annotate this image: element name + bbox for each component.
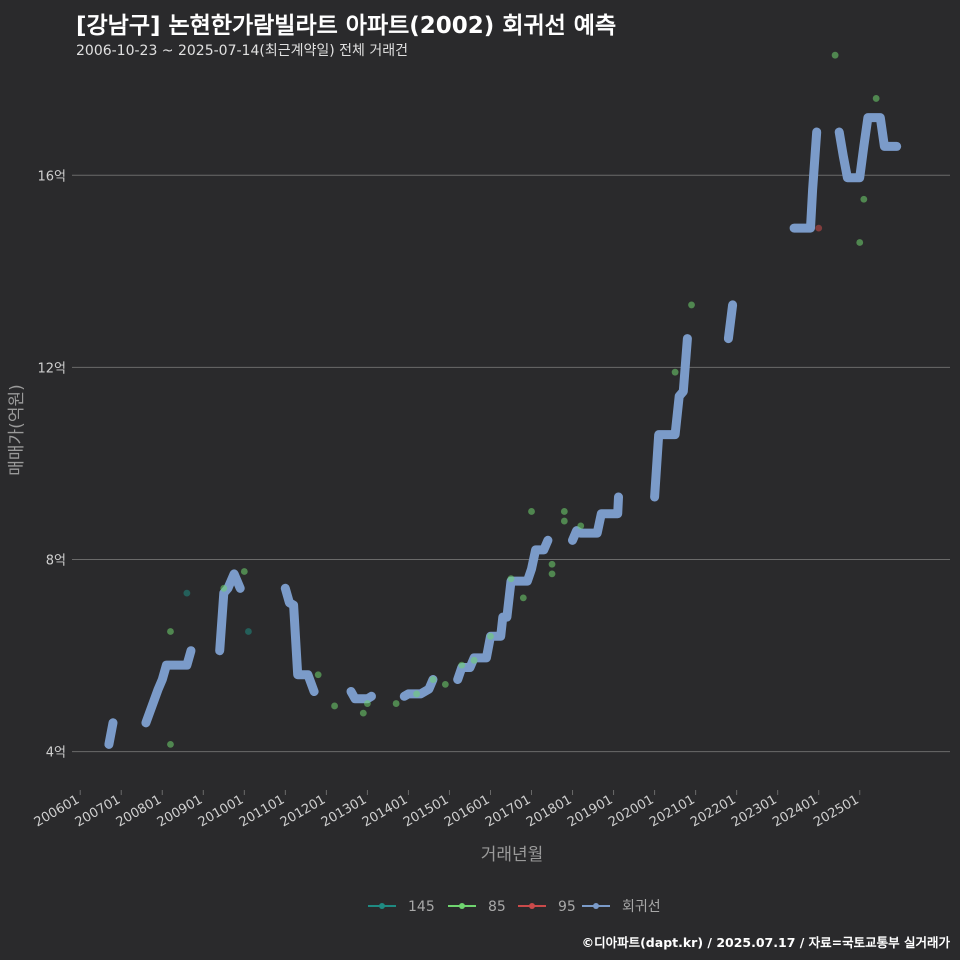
data-point-85 xyxy=(487,632,494,640)
regression-line xyxy=(215,569,245,656)
data-point-85 xyxy=(872,95,880,102)
legend: 145 85 95 회귀선 xyxy=(368,899,661,915)
regression-line xyxy=(141,646,196,728)
x-tick-label: 200901 xyxy=(155,792,205,830)
data-point-85 xyxy=(560,517,568,525)
legend-key-dot xyxy=(593,903,599,909)
legend-label: 85 xyxy=(488,899,506,915)
data-point-85 xyxy=(577,522,585,530)
x-axis-ticks: 2006012007012008012009012010012011012012… xyxy=(32,790,862,830)
legend-key-dot xyxy=(529,903,535,909)
x-tick-label: 202001 xyxy=(606,792,656,830)
data-point-85 xyxy=(671,368,679,376)
x-tick-label: 202201 xyxy=(688,792,738,830)
data-point-85 xyxy=(314,671,322,679)
regression-line xyxy=(399,675,438,701)
y-axis-ticks: 4억 8억 12억 16억 xyxy=(37,169,66,760)
gridlines xyxy=(72,174,950,753)
data-point-85 xyxy=(413,690,421,698)
data-point-85 xyxy=(364,700,371,707)
x-tick-label: 200601 xyxy=(32,792,82,830)
regression-line xyxy=(789,127,822,233)
x-axis-label: 거래년월 xyxy=(481,845,544,865)
x-tick-label: 201901 xyxy=(565,792,615,830)
y-tick-label: 12억 xyxy=(37,361,66,376)
regression-line xyxy=(104,718,118,749)
legend-label: 95 xyxy=(558,899,576,915)
regression-line xyxy=(723,300,738,344)
x-tick-label: 200801 xyxy=(114,792,164,830)
regression-line xyxy=(346,687,376,704)
data-point-85 xyxy=(528,508,535,515)
data-point-85 xyxy=(167,628,174,635)
data-point-85 xyxy=(240,568,248,575)
x-tick-label: 201801 xyxy=(524,792,574,830)
chart-subtitle: 2006-10-23 ~ 2025-07-14(최근계약일) 전체 거래건 xyxy=(76,43,408,59)
regression-line xyxy=(834,113,902,183)
data-point-85 xyxy=(429,676,437,683)
data-point-85 xyxy=(441,680,449,688)
data-point-85 xyxy=(860,195,868,203)
credit-text: ©디아파트(dapt.kr) / 2025.07.17 / 자료=국토교통부 실… xyxy=(581,935,950,950)
data-point-85 xyxy=(688,301,695,309)
regression-line xyxy=(650,334,692,502)
x-tick-label: 202501 xyxy=(811,792,861,830)
y-tick-label: 16억 xyxy=(37,169,66,184)
x-tick-label: 201101 xyxy=(237,792,287,830)
data-point-85 xyxy=(331,702,338,710)
x-tick-label: 202401 xyxy=(770,792,820,830)
x-tick-label: 201201 xyxy=(278,792,328,830)
data-point-85 xyxy=(548,570,556,578)
data-point-85 xyxy=(548,560,556,568)
x-tick-label: 201401 xyxy=(360,792,410,830)
x-tick-label: 201001 xyxy=(196,792,246,830)
y-axis-label: 매매가(억원) xyxy=(7,384,27,475)
data-point-95 xyxy=(815,224,823,232)
data-point-145 xyxy=(245,628,252,635)
legend-key-dot xyxy=(459,903,465,909)
data-point-85 xyxy=(856,239,864,246)
x-tick-label: 201601 xyxy=(442,792,492,830)
x-tick-label: 201501 xyxy=(401,792,451,830)
data-point-85 xyxy=(519,594,527,602)
x-tick-label: 200701 xyxy=(73,792,123,830)
y-tick-label: 8억 xyxy=(46,553,66,568)
regression-line xyxy=(453,535,553,684)
data-point-85 xyxy=(470,656,478,664)
data-point-145 xyxy=(183,589,191,597)
data-point-85 xyxy=(831,51,839,59)
legend-label: 회귀선 xyxy=(622,899,661,915)
x-tick-label: 202101 xyxy=(647,792,697,830)
chart-title: [강남구] 논현한가람빌라트 아파트(2002) 회귀선 예측 xyxy=(76,13,617,39)
data-point-85 xyxy=(220,584,228,592)
x-tick-label: 201701 xyxy=(483,792,533,830)
regression-line-group xyxy=(104,113,902,749)
regression-line xyxy=(568,492,623,545)
data-point-85 xyxy=(560,508,568,515)
data-point-85 xyxy=(392,700,400,707)
legend-key-dot xyxy=(379,903,385,909)
data-point-85 xyxy=(167,740,174,748)
data-point-85 xyxy=(507,575,515,583)
data-point-85 xyxy=(458,661,466,669)
x-tick-label: 201301 xyxy=(319,792,369,830)
regression-line xyxy=(280,583,319,696)
y-tick-label: 4억 xyxy=(46,746,66,761)
legend-label: 145 xyxy=(408,899,435,915)
x-tick-label: 202301 xyxy=(729,792,779,830)
scatter-points xyxy=(167,51,880,748)
data-point-85 xyxy=(359,709,367,717)
